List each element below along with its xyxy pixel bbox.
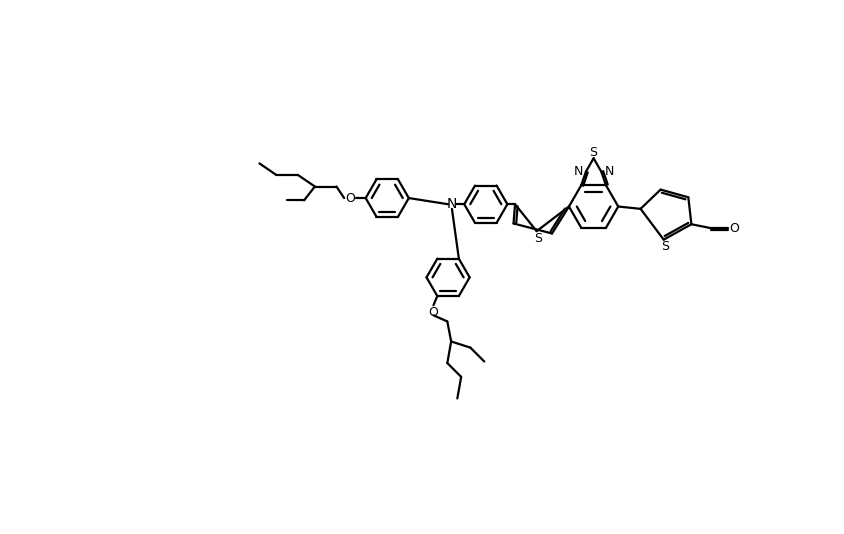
Text: N: N [573,165,582,178]
Text: O: O [728,222,738,234]
Text: O: O [428,305,438,319]
Text: O: O [345,192,354,205]
Text: N: N [446,197,457,211]
Text: S: S [533,232,542,245]
Text: S: S [661,240,668,253]
Text: S: S [589,146,597,159]
Text: N: N [603,165,613,178]
